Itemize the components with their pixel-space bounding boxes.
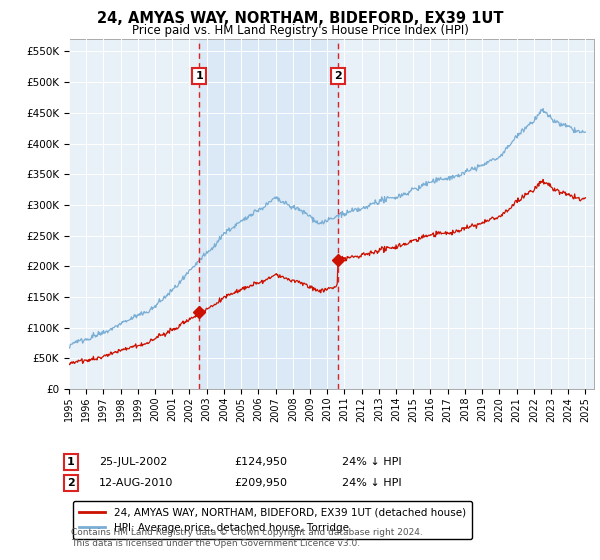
Text: 24, AMYAS WAY, NORTHAM, BIDEFORD, EX39 1UT: 24, AMYAS WAY, NORTHAM, BIDEFORD, EX39 1… bbox=[97, 11, 503, 26]
Bar bbox=[199, 39, 338, 389]
Text: 24% ↓ HPI: 24% ↓ HPI bbox=[342, 457, 401, 467]
Text: 2: 2 bbox=[67, 478, 74, 488]
Text: 24% ↓ HPI: 24% ↓ HPI bbox=[342, 478, 401, 488]
Text: £124,950: £124,950 bbox=[234, 457, 287, 467]
Text: 12-AUG-2010: 12-AUG-2010 bbox=[99, 478, 173, 488]
Text: £209,950: £209,950 bbox=[234, 478, 287, 488]
Text: 25-JUL-2002: 25-JUL-2002 bbox=[99, 457, 167, 467]
Text: 2: 2 bbox=[334, 71, 342, 81]
Text: 1: 1 bbox=[67, 457, 74, 467]
Text: 1: 1 bbox=[195, 71, 203, 81]
Text: Contains HM Land Registry data © Crown copyright and database right 2024.
This d: Contains HM Land Registry data © Crown c… bbox=[71, 528, 422, 548]
Legend: 24, AMYAS WAY, NORTHAM, BIDEFORD, EX39 1UT (detached house), HPI: Average price,: 24, AMYAS WAY, NORTHAM, BIDEFORD, EX39 1… bbox=[73, 501, 472, 539]
Text: Price paid vs. HM Land Registry's House Price Index (HPI): Price paid vs. HM Land Registry's House … bbox=[131, 24, 469, 36]
